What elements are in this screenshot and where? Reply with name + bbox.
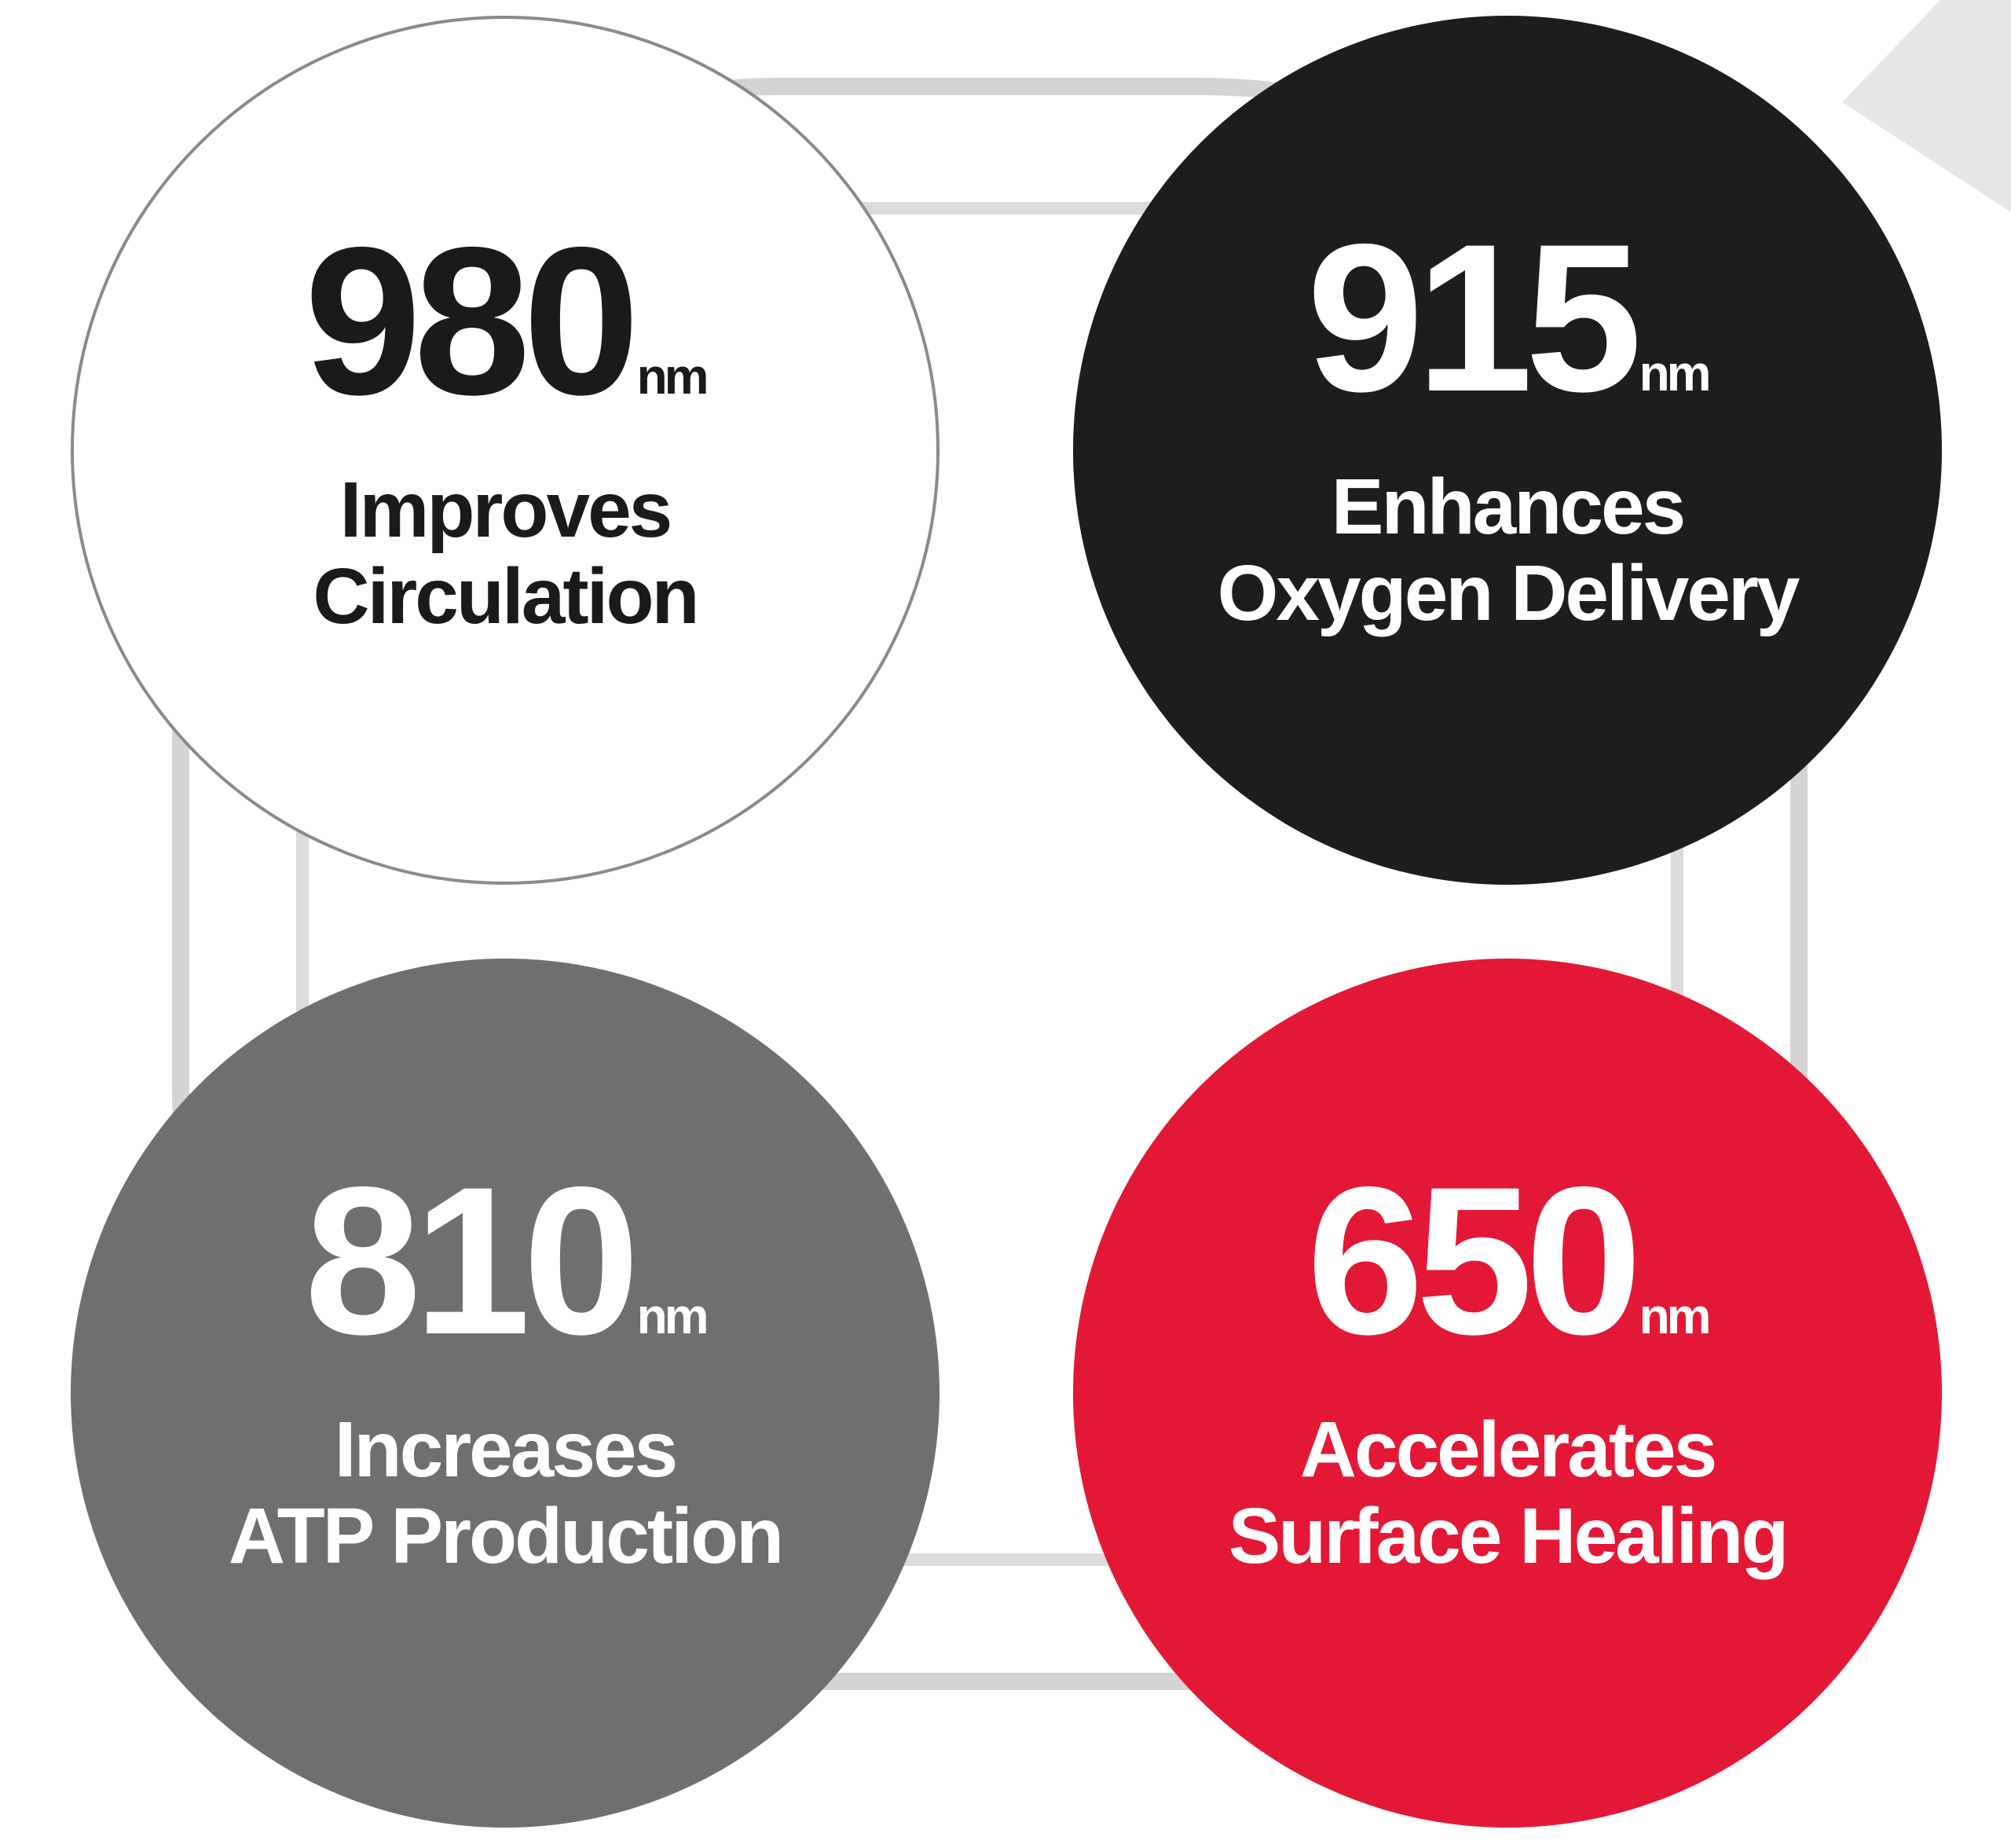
- wavelength-unit: nm: [1639, 345, 1712, 402]
- wavelength-circle-915: 915nm Enhances Oxygen Delivery: [1073, 16, 1942, 885]
- wavelength-unit: nm: [1639, 1288, 1712, 1344]
- wavelength-unit: nm: [636, 1288, 709, 1344]
- benefit-description: Enhances Oxygen Delivery: [1073, 464, 1942, 636]
- benefit-description: Increases ATP Production: [71, 1406, 940, 1579]
- benefit-line-1: Accelerates: [1299, 1406, 1718, 1494]
- benefit-description: Accelerates Surface Healing: [1073, 1406, 1942, 1579]
- wavelength-value-row: 810nm: [71, 1155, 940, 1366]
- benefit-line-2: Surface Healing: [1228, 1492, 1789, 1580]
- benefit-line-1: Increases: [334, 1406, 678, 1494]
- wavelength-value-row: 980nm: [74, 215, 936, 426]
- wavelength-value: 650: [1306, 1142, 1642, 1378]
- benefit-line-1: Enhances: [1331, 463, 1686, 551]
- benefit-description: Improves Circulation: [74, 467, 936, 640]
- wavelength-circle-980: 980nm Improves Circulation: [71, 16, 940, 885]
- wavelength-circle-650: 650nm Accelerates Surface Healing: [1073, 959, 1942, 1828]
- wavelength-value: 980: [304, 203, 639, 438]
- wavelength-circle-810: 810nm Increases ATP Production: [71, 959, 940, 1828]
- benefit-line-2: Circulation: [313, 552, 699, 640]
- wavelength-unit: nm: [636, 348, 709, 405]
- outer-ring: [172, 78, 1808, 1690]
- wavelength-value-row: 650nm: [1073, 1155, 1942, 1366]
- inner-ring: [296, 202, 1683, 1566]
- wavelength-value: 915: [1306, 200, 1642, 435]
- benefit-line-2: Oxygen Delivery: [1217, 549, 1800, 637]
- corner-wedge: [1842, 0, 2011, 212]
- wavelength-value-row: 915nm: [1073, 212, 1942, 423]
- benefit-line-2: ATP Production: [228, 1492, 784, 1580]
- wavelength-value: 810: [304, 1142, 639, 1378]
- benefit-line-1: Improves: [339, 466, 673, 554]
